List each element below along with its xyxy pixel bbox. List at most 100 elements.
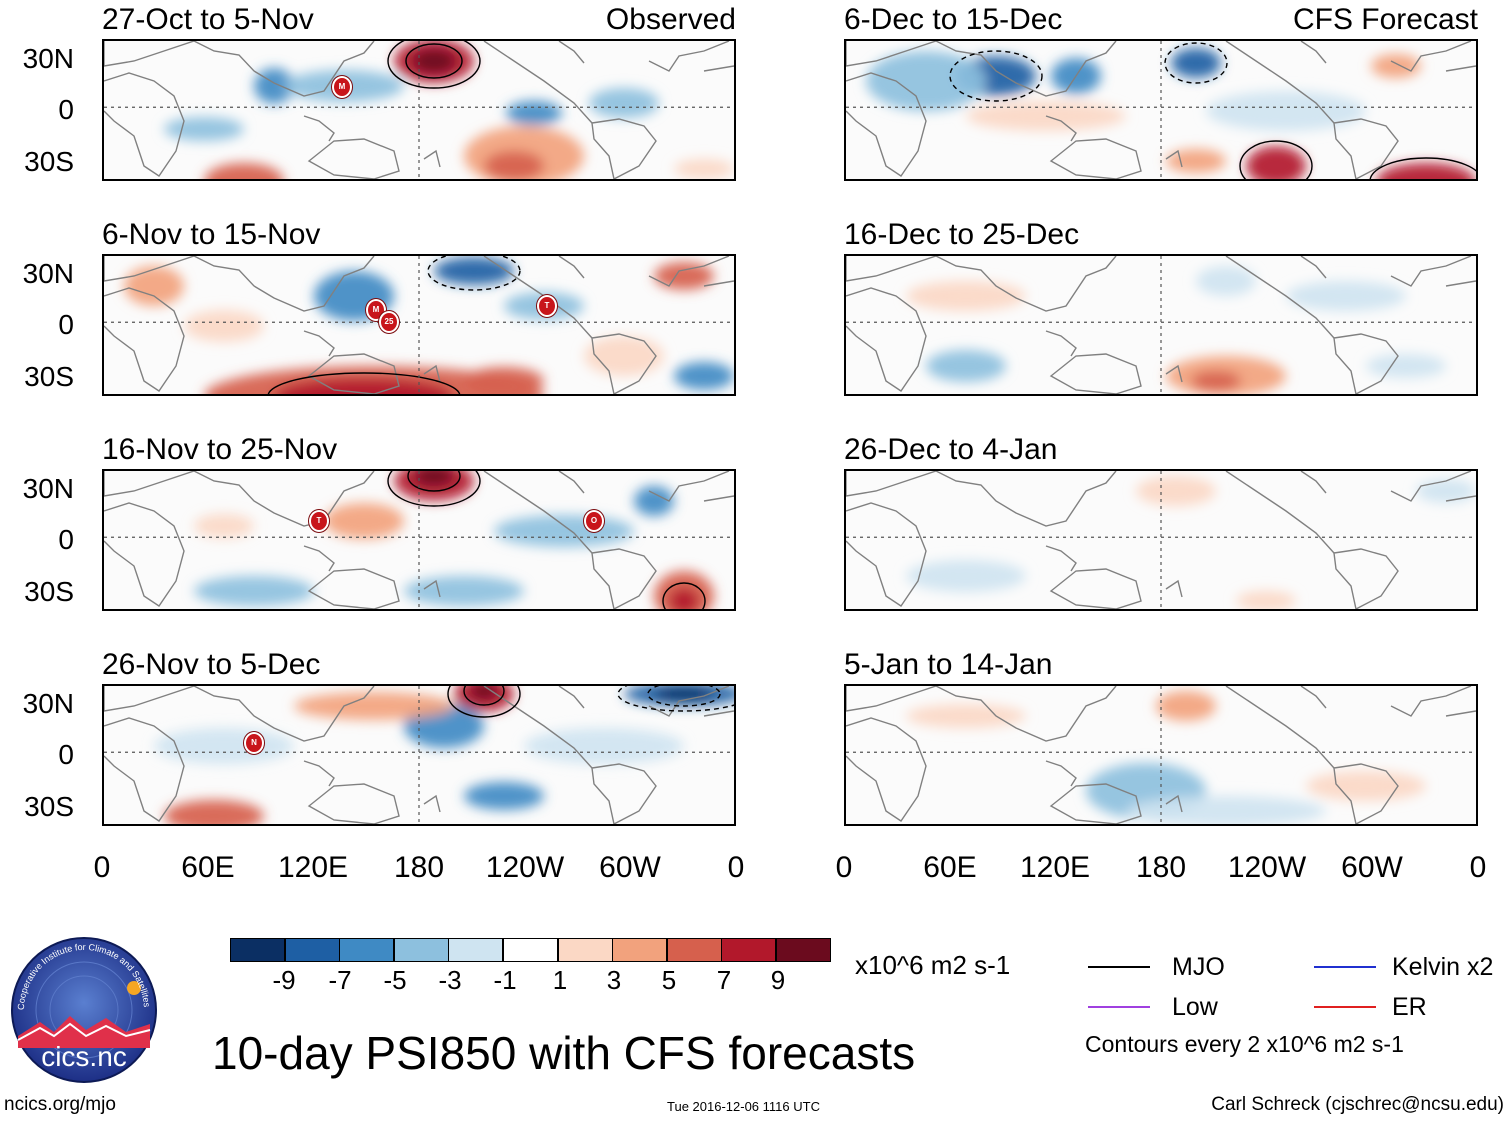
coastline [1390,256,1472,287]
anomaly-shading [906,560,1026,592]
logo-text: cics.nc [41,1041,127,1072]
coastline [1333,118,1399,179]
anomaly-shading [1286,281,1406,311]
storm-marker: 25 [379,311,399,333]
cics-logo: cics.nc Cooperative Institute for Climat… [10,936,158,1084]
anomaly-shading [464,782,544,810]
colorbar-swatch [448,938,504,962]
colorbar-swatch [612,938,668,962]
coastline [1300,471,1327,494]
anomaly-shading [1416,479,1476,503]
coastline [1333,333,1399,394]
storm-marker: T [537,295,557,317]
map-panel-graphic [846,41,1476,179]
anomaly-shading [654,262,714,290]
map-panel-graphic [104,41,734,179]
colorbar-label: -9 [272,965,296,995]
coastline [703,65,734,72]
coastline [591,763,657,824]
legend-low-line [1088,1006,1150,1008]
coastline [1445,280,1476,287]
map-panel-5 [844,39,1478,181]
coastline [104,502,185,607]
ylabel-30n-2: 30N [22,258,74,289]
coastline [104,686,195,712]
coastline [703,280,734,287]
mjo-contour [447,686,521,718]
xlabel-right-120e: 120E [1019,851,1091,884]
coastline [1445,65,1476,72]
ylabel-30n-3: 30N [22,473,74,504]
anomaly-shading [1246,146,1306,179]
coastline [648,41,730,72]
mjo-contour [407,471,461,492]
coastline [1300,41,1327,64]
anomaly-shading [1191,371,1241,391]
coastline [846,717,927,822]
coastline [423,149,441,168]
anomaly-shading [324,503,404,539]
xlabel-right-60w: 60W [1341,851,1403,884]
coastline [935,41,1117,97]
mjo-contour [1369,157,1476,179]
coastline [423,364,441,383]
xlabel-left-60e: 60E [181,851,235,884]
ylabel-30s-4: 30S [24,791,74,822]
coastline [1390,686,1472,717]
anomaly-shading [164,800,264,824]
coastline [104,471,195,497]
anomaly-shading [1306,771,1426,801]
xlabel-right-0: 0 [835,851,853,884]
coastline [1049,783,1142,824]
mjo-contour [1239,140,1313,179]
footer-url[interactable]: ncics.org/mjo [4,1094,116,1115]
legend-mjo-line [1088,966,1150,968]
map-panel-graphic [104,686,734,824]
anomaly-shading [906,281,1026,311]
xlabel-right-120w: 120W [1227,851,1307,884]
coastline [648,256,730,287]
mjo-contour [662,582,706,609]
mjo-contour [1164,42,1228,84]
coastline [104,256,195,282]
anomaly-shading [1376,163,1476,179]
xlabel-left-120w: 120W [485,851,565,884]
coastline [193,686,375,742]
mjo-contour [427,256,521,291]
storm-marker: M [332,76,352,98]
coastline [193,471,375,527]
anomaly-shading [154,728,294,764]
anomaly-shading [1196,266,1256,296]
coastline [104,287,185,392]
ylabel-30s-3: 30S [24,576,74,607]
map-panel-graphic [104,471,734,609]
ylabel-30n-4: 30N [22,688,74,719]
anomaly-shading [1206,91,1366,131]
coastline [558,41,585,64]
colorbar-swatch [666,938,722,962]
footer-timestamp: Tue 2016-12-06 1116 UTC [667,1099,820,1114]
coastline [1333,548,1399,609]
ylabel-eq-2: 0 [58,309,74,340]
coastline [423,579,441,598]
ylabel-30s-1: 30S [24,146,74,177]
legend-contour-note: Contours every 2 x10^6 m2 s-1 [1085,1031,1404,1057]
map-panel-4: N [102,684,736,826]
ylabel-30n-1: 30N [22,43,74,74]
anomaly-shading [464,367,544,394]
anomaly-shading [524,728,684,764]
coastline [846,686,937,712]
anomaly-shading [1136,476,1216,506]
colorbar-label: 5 [661,965,677,995]
panel-title-4: 26-Nov to 5-Dec [102,648,321,681]
colorbar-swatch [557,938,613,962]
anomaly-shading [866,51,986,111]
coastline [591,333,657,394]
anomaly-shading [470,686,498,700]
colorbar-label: -3 [438,965,462,995]
legend-kelvin-line [1314,966,1376,968]
coastline [591,118,657,179]
map-panel-6 [844,254,1478,396]
coastline [303,545,335,572]
coastline [104,72,185,177]
